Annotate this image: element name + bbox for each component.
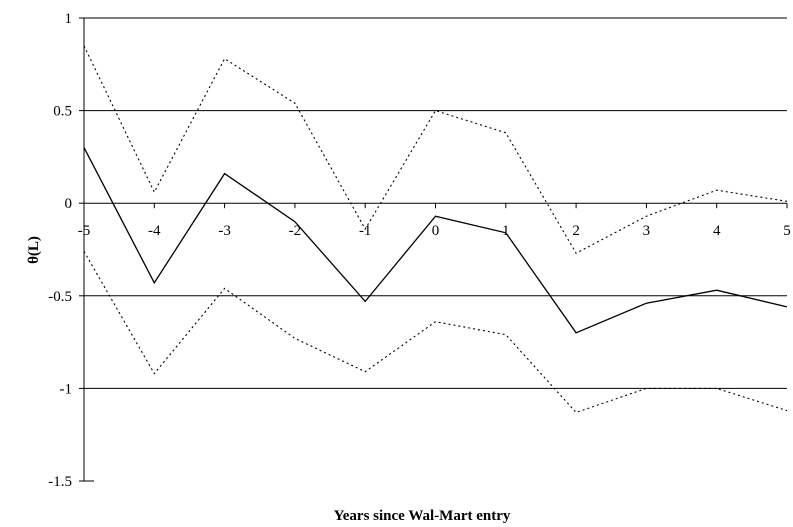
series-line-1	[83, 45, 788, 254]
y-tick-labels: -1.5 -1 -0.5 0 0.5 1	[48, 11, 72, 490]
x-tick-labels: -5 -4 -3 -2 -1 0 1 2 3 4 5	[78, 223, 791, 239]
x-tick-label-2: -3	[218, 223, 231, 239]
x-tick-label-5: 0	[432, 223, 440, 239]
series-group	[83, 45, 788, 414]
y-tick-label-3: 0	[65, 196, 73, 212]
x-tick-label-3: -2	[289, 223, 302, 239]
x-tick-label-9: 4	[713, 223, 721, 239]
x-axis-title: Years since Wal-Mart entry	[334, 508, 511, 524]
axes	[79, 17, 788, 482]
y-tick-label-1: -1	[60, 381, 73, 397]
x-tick-label-10: 5	[783, 223, 791, 239]
x-tick-label-8: 3	[643, 223, 651, 239]
y-tick-label-4: 0.5	[53, 104, 72, 120]
x-tick-label-4: -1	[359, 223, 372, 239]
x-tick-label-0: -5	[78, 223, 91, 239]
x-tick-label-7: 2	[572, 223, 580, 239]
series-line-0	[83, 147, 788, 334]
x-tick-label-1: -4	[148, 223, 161, 239]
x-tick-label-6: 1	[502, 223, 510, 239]
y-tick-label-5: 1	[65, 11, 73, 27]
y-tick-label-0: -1.5	[48, 474, 72, 490]
y-axis-title: θ(L)	[26, 236, 42, 264]
y-tick-label-2: -0.5	[48, 289, 72, 305]
series-line-2	[83, 251, 788, 414]
